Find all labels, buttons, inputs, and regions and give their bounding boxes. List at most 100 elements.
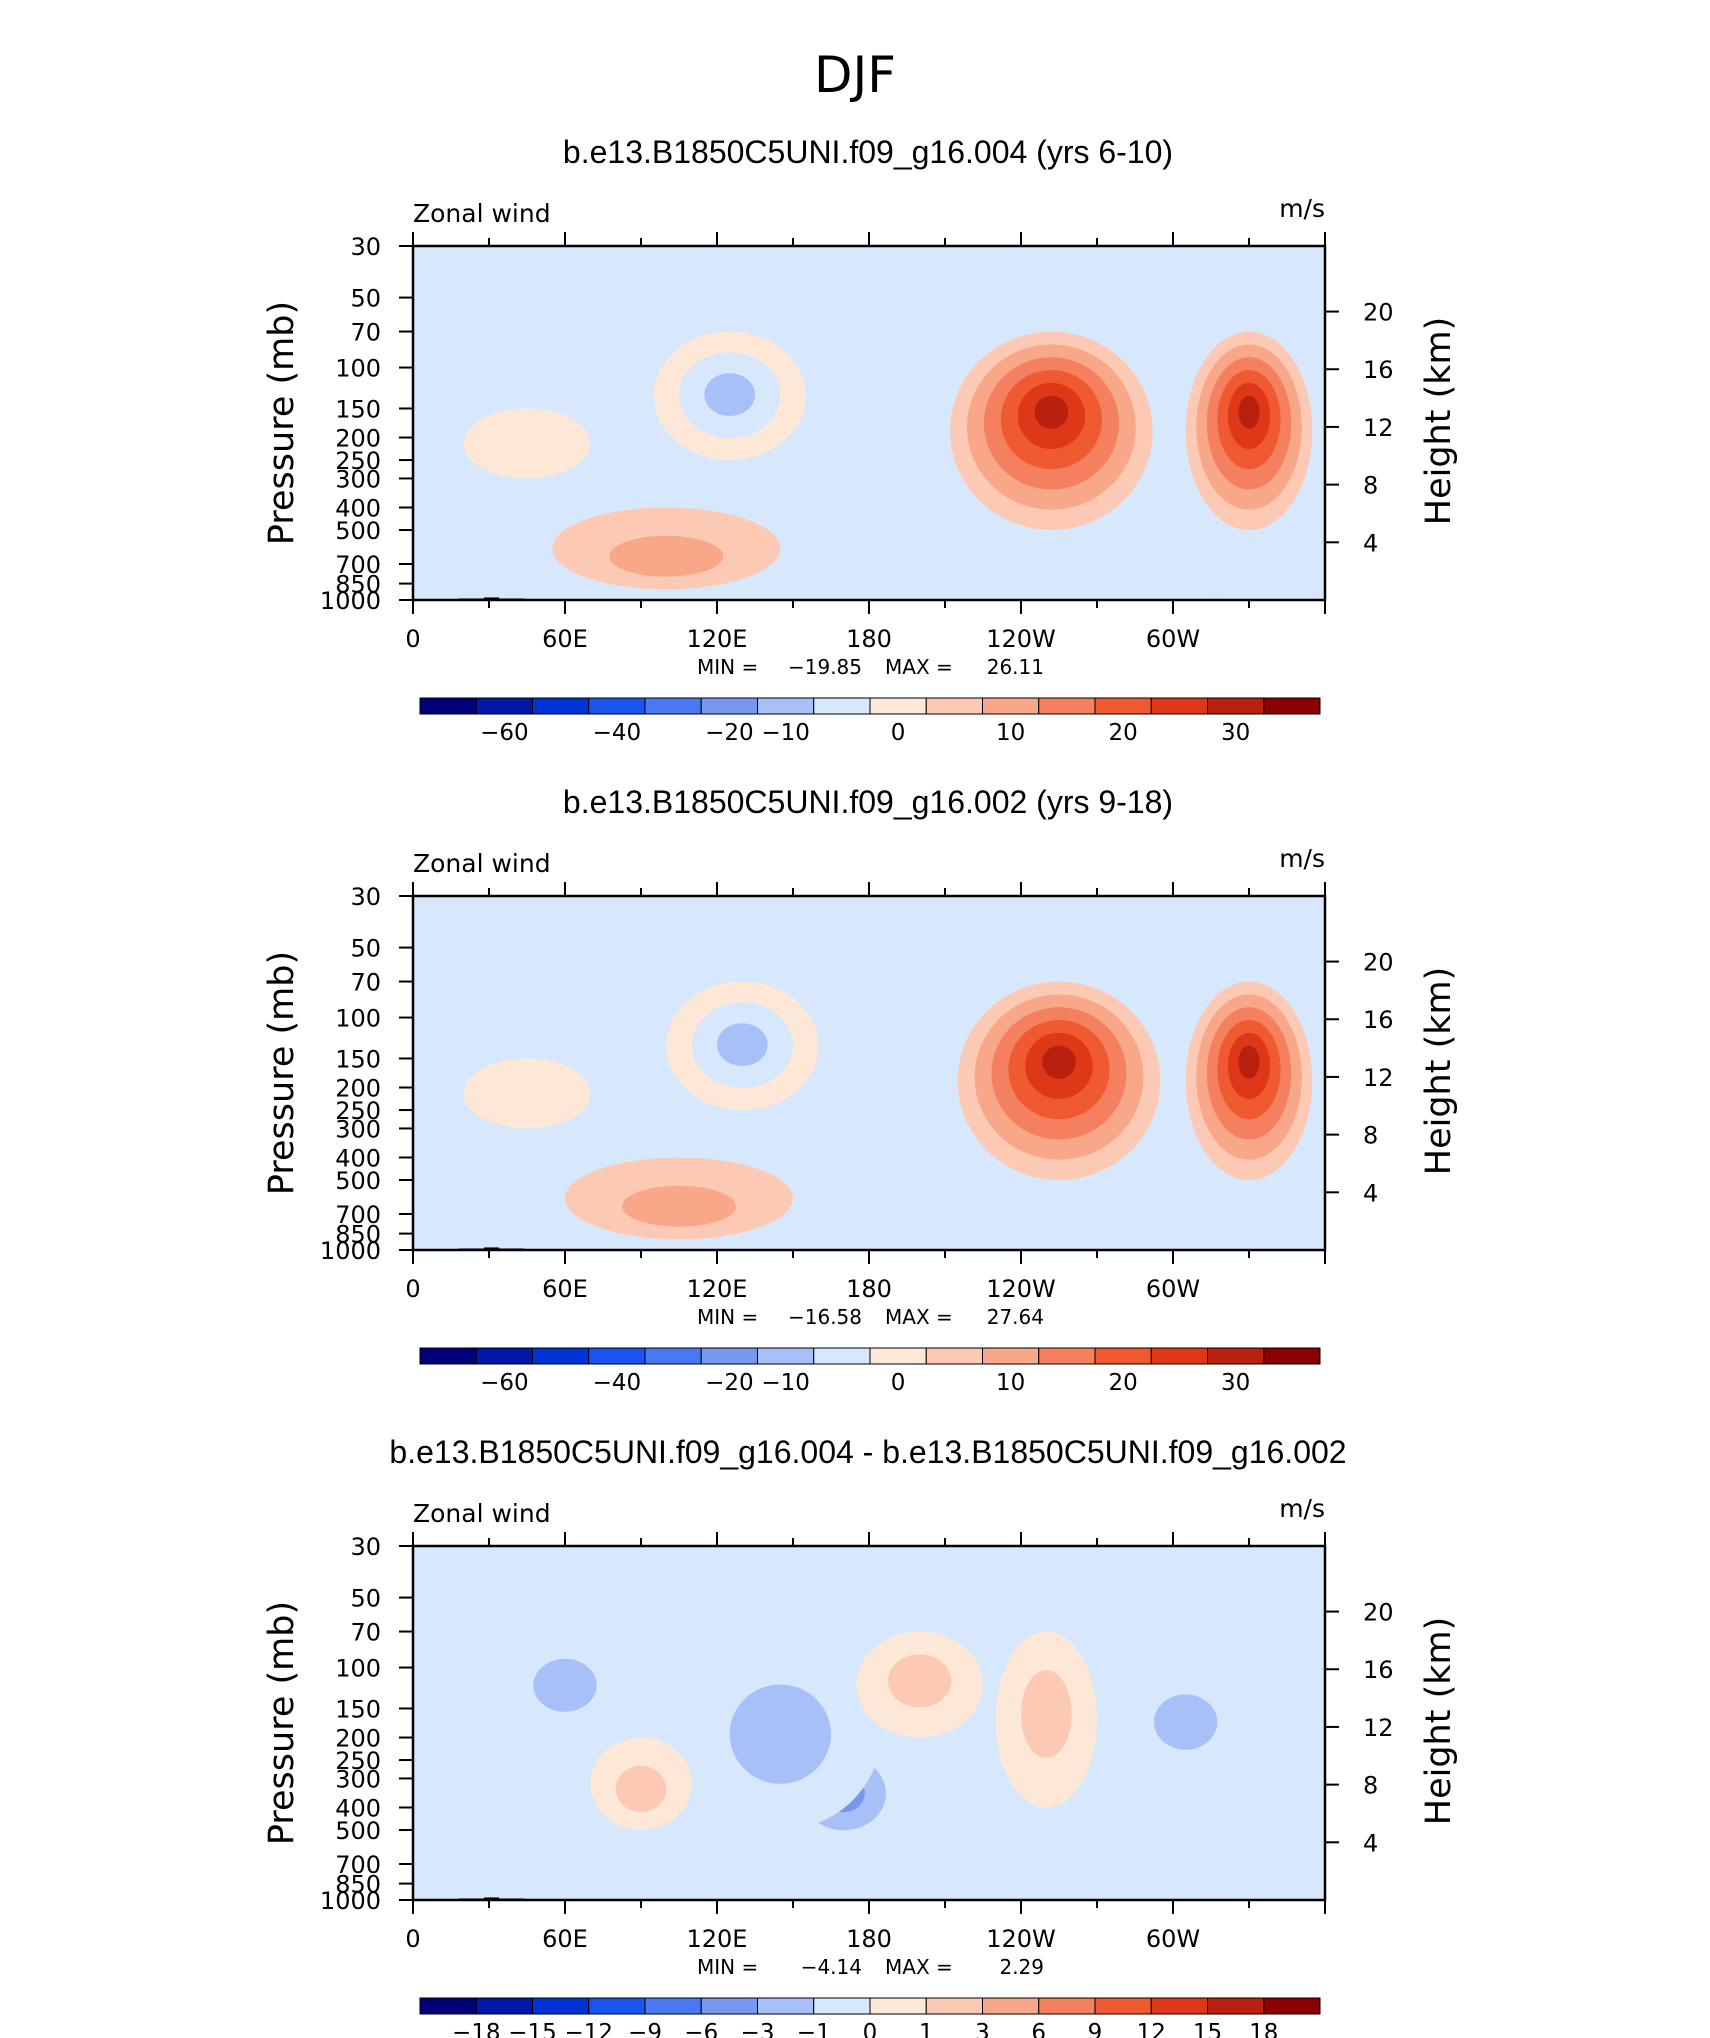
contour-negative-3-level-1 bbox=[729, 1684, 831, 1784]
pressure-tick-label: 30 bbox=[350, 1533, 381, 1561]
lon-tick-label: 120W bbox=[986, 1275, 1056, 1303]
min-value: −16.58 bbox=[788, 1305, 862, 1329]
contour-jet-2-level-5 bbox=[1238, 1045, 1260, 1079]
min-label: MIN = bbox=[697, 1955, 758, 1979]
contour-jet-2-level-5 bbox=[1238, 395, 1260, 429]
figure-title: DJF bbox=[814, 46, 896, 104]
pressure-tick-label: 1000 bbox=[320, 587, 381, 615]
contour-easterly-3-level-2 bbox=[717, 1023, 768, 1067]
pressure-tick-label: 700 bbox=[335, 1851, 381, 1879]
colorbar-box bbox=[700, 1997, 758, 2015]
pressure-tick-label: 300 bbox=[335, 1765, 381, 1793]
panel-title: b.e13.B1850C5UNI.f09_g16.002 (yrs 9-18) bbox=[563, 784, 1173, 820]
colorbar-box bbox=[1094, 1347, 1152, 1365]
pressure-tick-label: 500 bbox=[335, 1167, 381, 1195]
colorbar-box bbox=[700, 1347, 758, 1365]
panel-1: b.e13.B1850C5UNI.f09_g16.004 (yrs 6-10) Z… bbox=[262, 134, 1459, 746]
colorbar-box bbox=[1207, 1997, 1265, 2015]
contour-positive-5-level-1 bbox=[888, 1654, 952, 1708]
height-tick-label: 4 bbox=[1363, 1829, 1378, 1857]
contour-negative-2-level-1 bbox=[1154, 1694, 1218, 1750]
colorbar-box bbox=[644, 1997, 702, 2015]
contour-westerly-5-level-1 bbox=[609, 535, 724, 577]
height-tick-label: 16 bbox=[1363, 356, 1394, 384]
colorbar-label: 20 bbox=[1108, 720, 1137, 746]
colorbar-label: 6 bbox=[1031, 2020, 1046, 2038]
contour-field bbox=[413, 896, 1325, 1250]
pressure-tick-label: 50 bbox=[350, 1585, 381, 1613]
colorbar-label: −1 bbox=[797, 2020, 831, 2038]
pressure-tick-label: 400 bbox=[335, 1794, 381, 1822]
lon-tick-label: 60E bbox=[542, 625, 588, 653]
pressure-tick-label: 850 bbox=[335, 1221, 381, 1249]
pressure-tick-label: 850 bbox=[335, 1871, 381, 1899]
colorbar-box bbox=[475, 697, 533, 715]
units-label: m/s bbox=[1279, 844, 1325, 873]
colorbar-label: −6 bbox=[684, 2020, 718, 2038]
contour-negative-4-level-1 bbox=[533, 1658, 597, 1712]
colorbar-label: −60 bbox=[480, 1370, 529, 1396]
colorbar-box bbox=[869, 1997, 927, 2015]
colorbar-box bbox=[419, 1347, 477, 1365]
height-tick-label: 4 bbox=[1363, 529, 1378, 557]
max-label: MAX = bbox=[885, 1955, 953, 1979]
colorbar-label: 10 bbox=[996, 720, 1025, 746]
y-axis-title-right: Height (km) bbox=[1419, 967, 1459, 1176]
panel-title: b.e13.B1850C5UNI.f09_g16.004 - b.e13.B18… bbox=[389, 1434, 1346, 1470]
lon-tick-label: 60E bbox=[542, 1275, 588, 1303]
colorbar-box bbox=[982, 697, 1040, 715]
colorbar-label: 0 bbox=[891, 720, 906, 746]
colorbar-box bbox=[1207, 697, 1265, 715]
pressure-tick-label: 200 bbox=[335, 1725, 381, 1753]
colorbar-label: 1 bbox=[919, 2020, 934, 2038]
height-tick-label: 8 bbox=[1363, 1122, 1378, 1150]
height-tick-label: 16 bbox=[1363, 1656, 1394, 1684]
colorbar-box bbox=[813, 1997, 871, 2015]
pressure-tick-label: 700 bbox=[335, 551, 381, 579]
pressure-tick-label: 400 bbox=[335, 494, 381, 522]
colorbar-box bbox=[1038, 1347, 1096, 1365]
colorbar-label: 3 bbox=[975, 2020, 990, 2038]
pressure-tick-label: 250 bbox=[335, 1747, 381, 1775]
contour-easterly-3-level-2 bbox=[704, 373, 756, 417]
pressure-tick-label: 150 bbox=[335, 1045, 381, 1073]
colorbar-box bbox=[1150, 1997, 1208, 2015]
y-axis-title: Pressure (mb) bbox=[262, 301, 302, 545]
pressure-tick-label: 150 bbox=[335, 395, 381, 423]
colorbar-box bbox=[419, 1997, 477, 2015]
colorbar-box bbox=[700, 697, 758, 715]
lon-tick-label: 60W bbox=[1146, 625, 1200, 653]
colorbar-box bbox=[475, 1347, 533, 1365]
colorbar-box bbox=[532, 1347, 590, 1365]
height-tick-label: 8 bbox=[1363, 1772, 1378, 1800]
colorbar-box bbox=[813, 1347, 871, 1365]
pressure-tick-label: 70 bbox=[350, 319, 381, 347]
colorbar-box bbox=[813, 697, 871, 715]
colorbar-box bbox=[757, 697, 815, 715]
colorbar-box bbox=[419, 697, 477, 715]
height-tick-label: 12 bbox=[1363, 1714, 1394, 1742]
pressure-tick-label: 300 bbox=[335, 465, 381, 493]
colorbar-box bbox=[588, 1997, 646, 2015]
pressure-tick-label: 50 bbox=[350, 935, 381, 963]
pressure-tick-label: 150 bbox=[335, 1695, 381, 1723]
y-axis-title-right: Height (km) bbox=[1419, 317, 1459, 526]
pressure-tick-label: 100 bbox=[335, 355, 381, 383]
colorbar-box bbox=[1150, 697, 1208, 715]
contour-westerly-5-level-1 bbox=[622, 1185, 736, 1227]
height-tick-label: 16 bbox=[1363, 1006, 1394, 1034]
colorbar-box bbox=[982, 1997, 1040, 2015]
height-tick-label: 4 bbox=[1363, 1179, 1378, 1207]
panels-group: b.e13.B1850C5UNI.f09_g16.004 (yrs 6-10) Z… bbox=[262, 134, 1459, 2038]
lon-tick-label: 0 bbox=[405, 1275, 420, 1303]
colorbar-box bbox=[1263, 697, 1321, 715]
height-tick-label: 12 bbox=[1363, 414, 1394, 442]
colorbar-box bbox=[925, 1347, 983, 1365]
lon-tick-label: 120W bbox=[986, 625, 1056, 653]
contour-jet-1-level-5 bbox=[1034, 395, 1069, 429]
max-label: MAX = bbox=[885, 1305, 953, 1329]
terrain-2 bbox=[483, 1247, 500, 1250]
lon-tick-label: 120E bbox=[687, 625, 748, 653]
contour-positive-6-level-1 bbox=[1021, 1670, 1072, 1758]
